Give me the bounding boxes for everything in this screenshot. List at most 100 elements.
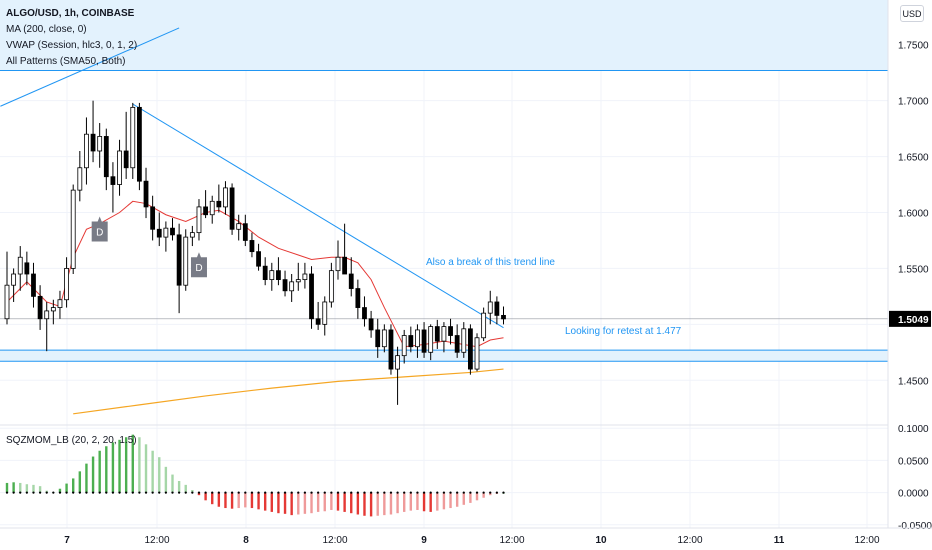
candle[interactable] [189,225,195,247]
candle[interactable] [408,326,414,353]
histogram-bar [330,492,333,510]
candle[interactable] [295,262,301,291]
candle[interactable] [24,251,30,286]
candle[interactable] [117,139,122,196]
candle[interactable] [342,223,348,275]
candle[interactable] [395,346,400,405]
candle[interactable] [77,150,83,202]
candle[interactable] [434,319,440,349]
candle[interactable] [474,333,480,372]
candle-body [441,326,447,342]
candle[interactable] [335,240,341,280]
candle[interactable] [328,262,334,308]
candle[interactable] [70,184,76,275]
candle[interactable] [401,329,407,364]
candle[interactable] [494,296,500,325]
candle[interactable] [355,279,361,319]
candle[interactable] [256,243,261,271]
squeeze-dot [244,491,247,494]
candle[interactable] [130,102,136,179]
trendline[interactable] [132,103,504,329]
candle[interactable] [441,322,447,353]
candle[interactable] [203,190,209,219]
pattern-label-tag [190,252,207,278]
candle[interactable] [123,111,129,179]
candle[interactable] [282,270,288,297]
study-ma200[interactable]: MA (200, close, 0) [6,24,87,35]
candle[interactable] [90,100,96,163]
candle[interactable] [362,296,367,327]
candle[interactable] [269,262,275,291]
candle[interactable] [276,257,281,286]
candle-body [37,295,43,320]
candle[interactable] [322,296,328,336]
candle[interactable] [262,257,268,286]
candle[interactable] [421,322,427,358]
histogram-bar [297,492,300,515]
candle[interactable] [11,268,17,302]
candle[interactable] [176,223,182,314]
candle[interactable] [183,229,189,291]
candle[interactable] [163,221,169,252]
candle[interactable] [309,266,314,329]
candle[interactable] [428,324,434,361]
candle[interactable] [170,218,175,241]
candle[interactable] [37,285,43,330]
squeeze-dot [343,491,346,494]
candle[interactable] [487,290,493,325]
candle[interactable] [388,324,394,375]
trendline[interactable] [0,27,180,107]
candle[interactable] [50,299,56,325]
candle[interactable] [103,128,109,191]
candle[interactable] [461,322,467,358]
candle[interactable] [229,183,235,235]
study-all-patterns[interactable]: All Patterns (SMA50, Both) [6,56,126,67]
candle[interactable] [64,257,69,308]
candle[interactable] [236,214,242,241]
candle[interactable] [216,184,222,213]
candle[interactable] [315,301,321,330]
candle[interactable] [196,199,202,241]
candle[interactable] [223,181,228,215]
candle-body [276,270,281,281]
candle[interactable] [348,257,354,297]
candle[interactable] [467,324,473,375]
candle[interactable] [242,214,248,247]
candle[interactable] [31,262,36,308]
candle[interactable] [97,123,103,168]
candle[interactable] [110,162,116,213]
candle[interactable] [381,324,387,353]
candle[interactable] [501,306,506,325]
candle-body [11,273,17,286]
candle[interactable] [143,167,149,219]
histogram-bar [118,439,121,493]
candle[interactable] [481,307,487,342]
histogram-bar [191,490,194,493]
histogram-bar [144,444,148,493]
squeeze-dot [72,491,75,494]
candle[interactable] [44,301,50,352]
candle[interactable] [150,195,156,241]
candle[interactable] [415,324,420,358]
study-vwap[interactable]: VWAP (Session, hlc3, 0, 1, 2) [6,40,138,51]
squeeze-dot [383,491,386,494]
histogram-bar [25,484,29,493]
candle[interactable] [136,102,142,191]
candle[interactable] [375,318,381,358]
currency-badge[interactable]: USD [900,5,924,22]
candle[interactable] [57,290,63,319]
candle[interactable] [289,274,295,302]
candle[interactable] [249,232,255,258]
candle[interactable] [84,117,89,185]
candle[interactable] [454,324,460,358]
candles[interactable] [4,100,506,405]
candle[interactable] [17,246,23,291]
candle[interactable] [156,212,162,247]
candle[interactable] [209,195,215,224]
candle[interactable] [448,318,453,345]
candle[interactable] [368,310,374,338]
candle[interactable] [4,251,10,325]
candle[interactable] [302,262,308,289]
histogram-bar [303,492,307,514]
